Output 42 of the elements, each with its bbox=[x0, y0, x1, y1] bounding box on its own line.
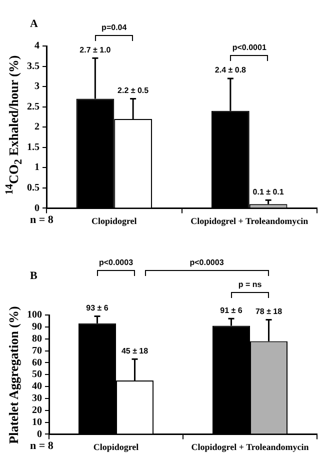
y-tick-label: 3 bbox=[34, 81, 40, 92]
text: p=0.04 bbox=[102, 23, 127, 32]
x-tick-label: Clopidogrel bbox=[93, 442, 140, 452]
y-tick-label: 4 bbox=[34, 40, 40, 52]
annotation: 0.1 ± 0.1 bbox=[252, 187, 284, 196]
chart-title: A bbox=[30, 18, 38, 30]
text: 93 ± 6 bbox=[86, 303, 109, 312]
y-tick-label: 20 bbox=[32, 404, 42, 416]
y-tick-label: 2.5 bbox=[27, 101, 40, 112]
y-tick-label: 90 bbox=[32, 322, 42, 332]
annotation: 78 ± 18 bbox=[255, 306, 283, 316]
annotation: 2.4 ± 0.8 bbox=[214, 66, 247, 75]
y-tick-label: 0.5 bbox=[27, 182, 40, 194]
y-tick-label: 50 bbox=[32, 369, 42, 380]
y-tick-label: 10 bbox=[32, 416, 42, 428]
text: n = 8 bbox=[30, 440, 54, 452]
y-tick-label: 1 bbox=[34, 162, 40, 174]
annotation: 2.2 ± 0.5 bbox=[118, 86, 150, 95]
chart-title: B bbox=[30, 270, 38, 282]
y-tick-label: 80 bbox=[32, 333, 42, 344]
y-tick-label: 1.5 bbox=[27, 142, 40, 153]
y-tick-label: 70 bbox=[32, 345, 42, 356]
x-tick-label: Clopidogrel + Troleandomycin bbox=[190, 216, 308, 226]
y-tick-label: 40 bbox=[32, 381, 42, 392]
y-tick-label: 2 bbox=[34, 122, 40, 133]
text: p = ns bbox=[238, 280, 262, 289]
y-tick-label: 0 bbox=[34, 202, 40, 214]
text: n = 8 bbox=[30, 214, 54, 226]
text: p<0.0003 bbox=[98, 258, 134, 267]
annotation: 2.7 ± 1.0 bbox=[80, 45, 112, 54]
y-tick-label: 30 bbox=[32, 393, 42, 404]
y-axis-title: Platelet Aggregation (%) bbox=[6, 306, 22, 444]
y-tick-label: 60 bbox=[32, 357, 42, 368]
x-tick-label: Clopidogrel + Troleandomycin bbox=[191, 442, 309, 452]
y-tick-label: 100 bbox=[27, 310, 42, 321]
y-tick-label: 3.5 bbox=[27, 60, 40, 72]
text: p<0.0003 bbox=[190, 258, 224, 267]
text: 91 ± 6 bbox=[220, 306, 243, 315]
annotation: p<0.0001 bbox=[232, 43, 266, 52]
x-tick-label: Clopidogrel bbox=[91, 216, 138, 226]
annotation: 45 ± 18 bbox=[121, 346, 149, 356]
y-tick-label: 0 bbox=[37, 428, 42, 440]
